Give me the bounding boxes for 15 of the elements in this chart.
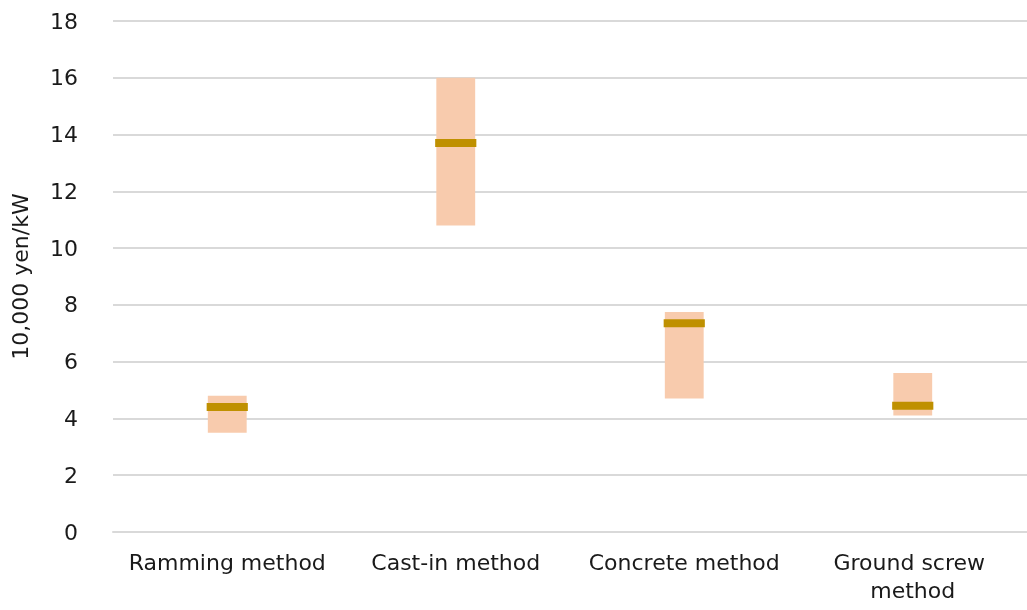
x-tick-label: Ramming method [128,549,326,575]
y-tick-label: 12 [50,178,78,204]
x-tick-label: Cast-in method [371,549,541,575]
y-tick-label: 2 [64,462,78,488]
y-tick-label: 18 [50,8,78,34]
y-tick-label: 4 [64,405,78,431]
y-tick-label: 14 [50,122,78,148]
x-tick-label: Concrete method [588,549,780,575]
x-tick-label: Ground screw method [833,549,993,603]
y-tick-label: 16 [50,65,78,91]
y-tick-label: 0 [64,519,78,545]
y-tick-label: 10 [50,235,78,261]
y-tick-label: 6 [64,349,78,375]
y-axis-title: 10,000 yen/kW [7,193,33,360]
y-tick-label: 8 [64,292,78,318]
